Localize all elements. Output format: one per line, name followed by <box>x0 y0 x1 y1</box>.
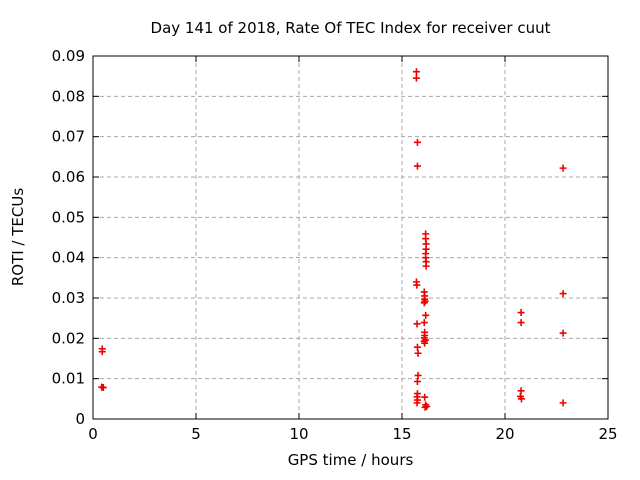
data-point-marker <box>559 399 567 407</box>
y-axis-label: ROTI / TECUs <box>9 187 27 287</box>
data-point-marker <box>422 311 430 319</box>
data-point-marker <box>99 384 107 392</box>
x-tick-label: 5 <box>191 425 201 443</box>
data-point-marker <box>413 343 421 351</box>
x-tick-label: 25 <box>598 425 617 443</box>
y-tick-label: 0 <box>75 410 85 428</box>
y-tick-label: 0.02 <box>52 329 85 347</box>
y-tick-label: 0.01 <box>52 370 85 388</box>
data-point-marker <box>421 336 429 344</box>
data-point-marker <box>559 290 567 298</box>
x-tick-label: 20 <box>495 425 514 443</box>
data-point-marker <box>517 395 525 403</box>
data-point-marker <box>420 299 428 307</box>
x-axis-label: GPS time / hours <box>287 451 414 469</box>
data-point-marker <box>414 349 422 357</box>
chart-title: Day 141 of 2018, Rate Of TEC Index for r… <box>150 19 551 37</box>
data-point-marker <box>413 399 421 407</box>
x-tick-label: 0 <box>88 425 98 443</box>
x-tick-label: 15 <box>392 425 411 443</box>
data-point-marker <box>559 164 567 172</box>
y-tick-label: 0.04 <box>52 249 85 267</box>
data-point-marker <box>517 319 525 327</box>
data-point-marker <box>421 339 429 347</box>
data-point-marker <box>413 281 421 289</box>
data-point-marker <box>412 68 420 76</box>
data-point-marker <box>413 162 421 170</box>
x-tick-label: 10 <box>289 425 308 443</box>
data-point-marker <box>413 377 421 385</box>
data-point-marker <box>420 319 428 327</box>
y-tick-label: 0.09 <box>52 47 85 65</box>
y-tick-label: 0.05 <box>52 208 85 226</box>
y-tick-label: 0.03 <box>52 289 85 307</box>
data-point-marker <box>413 320 421 328</box>
data-point-marker <box>412 74 420 82</box>
data-point-marker <box>559 329 567 337</box>
data-point-marker <box>423 402 431 410</box>
data-point-marker <box>421 403 429 411</box>
data-point-marker <box>414 371 422 379</box>
data-point-marker <box>413 138 421 146</box>
data-point-marker <box>422 262 430 270</box>
plot-border <box>92 55 609 420</box>
y-tick-label: 0.06 <box>52 168 85 186</box>
y-tick-label: 0.07 <box>52 128 85 146</box>
data-point-marker <box>98 348 106 356</box>
y-tick-label: 0.08 <box>52 87 85 105</box>
data-point-marker <box>421 393 429 401</box>
data-point-marker <box>517 309 525 317</box>
